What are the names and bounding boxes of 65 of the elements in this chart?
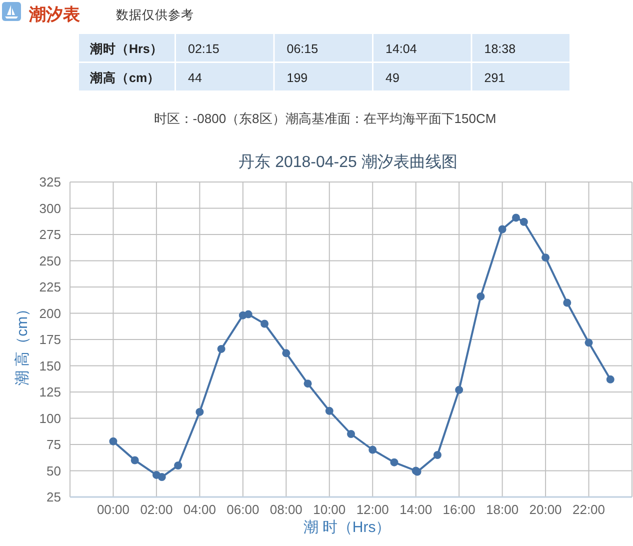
y-tick-label: 100 bbox=[39, 410, 61, 426]
y-tick-label: 175 bbox=[39, 332, 61, 347]
y-tick-label: 125 bbox=[39, 384, 61, 400]
point bbox=[606, 375, 614, 384]
point bbox=[584, 338, 593, 347]
y-tick-label: 300 bbox=[39, 200, 61, 216]
text: 06:15 bbox=[286, 42, 318, 56]
x-tick-label: 10:00 bbox=[313, 502, 346, 517]
point bbox=[498, 225, 506, 234]
point bbox=[512, 214, 520, 222]
chart-title: 丹东 2018-04-25 潮汐表曲线图 bbox=[238, 153, 458, 171]
point bbox=[109, 437, 118, 446]
x-tick-label: 00:00 bbox=[96, 502, 130, 517]
y-tick-label: 150 bbox=[39, 358, 61, 374]
text: 14:04 bbox=[386, 42, 417, 56]
y-axis-title: 潮 高（cm） bbox=[14, 301, 31, 386]
point bbox=[542, 254, 550, 262]
text: 44 bbox=[188, 71, 202, 85]
point bbox=[520, 218, 528, 226]
point bbox=[390, 458, 398, 466]
point bbox=[196, 408, 204, 416]
point bbox=[455, 386, 464, 394]
y-tick-label: 25 bbox=[46, 490, 61, 504]
point bbox=[217, 344, 226, 353]
x-tick-label: 12:00 bbox=[356, 502, 389, 517]
text: 02:15 bbox=[188, 42, 220, 56]
x-tick-label: 06:00 bbox=[226, 502, 260, 517]
point bbox=[130, 456, 139, 464]
x-tick-label: 14:00 bbox=[400, 502, 432, 517]
text: 潮汐表 bbox=[28, 5, 81, 24]
y-tick-label: 200 bbox=[39, 306, 61, 321]
y-tick-label: 225 bbox=[39, 280, 61, 294]
y-tick-label: 75 bbox=[46, 437, 61, 452]
y-tick-label: 325 bbox=[39, 174, 61, 190]
x-tick-label: 20:00 bbox=[529, 502, 562, 517]
x-tick-label: 18:00 bbox=[486, 502, 519, 517]
point bbox=[368, 446, 377, 454]
point bbox=[476, 292, 485, 300]
y-tick-label: 250 bbox=[39, 253, 61, 268]
point bbox=[304, 380, 312, 388]
x-tick-label: 02:00 bbox=[140, 502, 173, 517]
text: 49 bbox=[386, 71, 400, 85]
text: 199 bbox=[286, 71, 308, 85]
point bbox=[260, 320, 269, 328]
x-tick-label: 08:00 bbox=[270, 502, 302, 517]
y-tick-label: 275 bbox=[39, 227, 61, 242]
point bbox=[347, 430, 355, 438]
point bbox=[244, 310, 252, 318]
text: 数据仅供参考 bbox=[116, 8, 194, 22]
point bbox=[325, 406, 334, 415]
x-tick-label: 16:00 bbox=[442, 502, 476, 517]
point bbox=[158, 473, 166, 482]
x-axis-title: 潮 时（Hrs） bbox=[303, 519, 391, 536]
x-tick-label: 22:00 bbox=[572, 502, 606, 517]
point bbox=[282, 349, 290, 358]
text: 潮时（Hrs） bbox=[89, 42, 163, 56]
point bbox=[433, 451, 442, 459]
y-tick-label: 50 bbox=[46, 463, 61, 478]
x-tick-label: 04:00 bbox=[183, 502, 216, 517]
text: 291 bbox=[484, 71, 506, 85]
text: 时区：-0800（东8区）潮高基准面：在平均海平面下150CM bbox=[154, 111, 496, 126]
text: 18:38 bbox=[484, 42, 516, 56]
text: 潮高（cm） bbox=[89, 70, 160, 85]
point bbox=[174, 462, 182, 470]
point bbox=[563, 298, 572, 307]
